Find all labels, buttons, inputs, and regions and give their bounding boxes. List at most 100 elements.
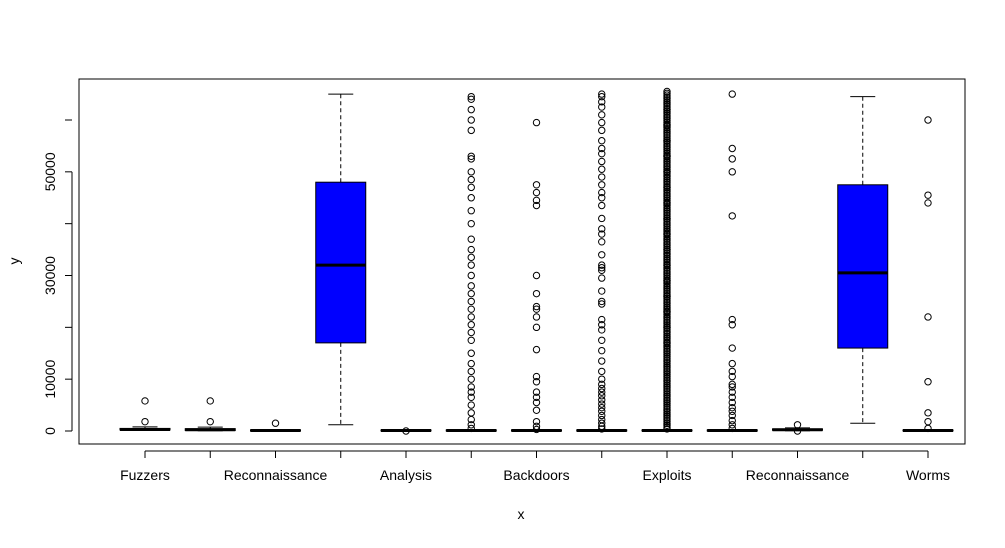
outlier-point (532, 398, 541, 407)
x-tick-label: Exploits (642, 467, 691, 483)
outlier-point (467, 271, 475, 280)
outlier-point (467, 388, 475, 396)
outlier-point (728, 421, 736, 429)
y-tick-label: 30000 (42, 256, 58, 295)
outlier-point (532, 196, 541, 205)
outlier-point (924, 417, 932, 426)
outlier-point (467, 421, 475, 429)
outlier-point (598, 201, 606, 210)
box-group-3 (250, 419, 301, 432)
outlier-point (598, 126, 606, 135)
y-tick-label: 0 (42, 427, 58, 435)
outlier-point (663, 105, 671, 114)
outlier-point (598, 415, 606, 424)
outlier-point (598, 144, 606, 153)
outlier-point (598, 165, 606, 173)
outlier-point (598, 297, 606, 306)
outlier-point (598, 214, 606, 223)
outlier-point (532, 118, 541, 127)
outlier-point (532, 323, 541, 332)
outlier-point (206, 397, 214, 405)
outlier-point (924, 191, 932, 199)
outlier-point (598, 287, 606, 295)
outlier-point (598, 157, 606, 166)
outlier-point (598, 181, 606, 189)
outlier-point (598, 425, 606, 433)
outlier-point (467, 261, 475, 269)
outlier-point (663, 121, 671, 129)
outlier-point (598, 103, 606, 111)
box-group-12 (837, 96, 889, 424)
outlier-point (467, 336, 475, 344)
outlier-point (532, 201, 541, 210)
outlier-point (532, 188, 541, 197)
outlier-point (598, 90, 606, 98)
outlier-point (598, 336, 606, 344)
outlier-point (141, 417, 149, 426)
outlier-point (728, 372, 736, 381)
outlier-point (728, 407, 736, 416)
outlier-point (598, 266, 606, 275)
box-group-1 (119, 397, 171, 431)
x-axis-title: x (518, 506, 525, 522)
outlier-point (598, 321, 606, 329)
outlier-point (598, 357, 606, 365)
outlier-point (663, 292, 671, 300)
outlier-point (728, 321, 736, 329)
outlier-point (467, 393, 475, 402)
outlier-point (532, 393, 541, 402)
outlier-point (924, 199, 932, 207)
outlier-point (598, 400, 606, 408)
outlier-point (598, 118, 606, 127)
outlier-point (663, 87, 671, 96)
outlier-point (598, 274, 606, 282)
box-group-2 (184, 397, 236, 432)
outlier-point (206, 417, 214, 426)
outlier-point (598, 261, 606, 269)
outlier-point (467, 282, 475, 290)
outlier-point (663, 308, 671, 316)
outlier-point (467, 305, 475, 313)
outlier-point (467, 95, 475, 103)
outlier-point (598, 380, 606, 389)
outlier-point (467, 401, 475, 409)
outlier-point (728, 380, 736, 389)
outlier-point (663, 261, 671, 269)
outlier-point (728, 144, 736, 153)
outlier-point (598, 194, 606, 202)
outlier-point (663, 168, 671, 176)
outlier-point (793, 421, 802, 429)
outlier-point (598, 392, 606, 400)
outlier-point (598, 111, 606, 119)
outlier-point (467, 194, 475, 202)
outlier-point (598, 225, 606, 233)
y-tick-label: 50000 (42, 152, 58, 191)
outlier-point (663, 152, 671, 160)
outlier-point (598, 98, 606, 106)
outlier-point (598, 407, 606, 416)
y-tick-label: 10000 (42, 359, 58, 398)
outlier-point (467, 105, 475, 114)
outlier-point (467, 175, 475, 184)
outlier-point (598, 388, 606, 396)
box-group-4 (315, 93, 367, 426)
outlier-point (728, 424, 736, 433)
x-tick-label: Fuzzers (120, 467, 170, 483)
outlier-point (532, 302, 541, 311)
x-tick-label: Worms (906, 467, 950, 483)
x-tick-label: Backdoors (503, 467, 569, 483)
outlier-point (532, 425, 541, 434)
x-tick-label: Reconnaissance (746, 467, 850, 483)
outlier-point (728, 359, 736, 368)
outlier-point (924, 409, 932, 417)
outlier-point (728, 367, 736, 376)
box-group-10 (706, 90, 758, 433)
outlier-point (598, 300, 606, 308)
outlier-point (728, 416, 736, 425)
outlier-point (467, 126, 475, 135)
box-group-5 (380, 427, 432, 435)
outlier-point (598, 149, 606, 158)
outlier-point (598, 238, 606, 246)
